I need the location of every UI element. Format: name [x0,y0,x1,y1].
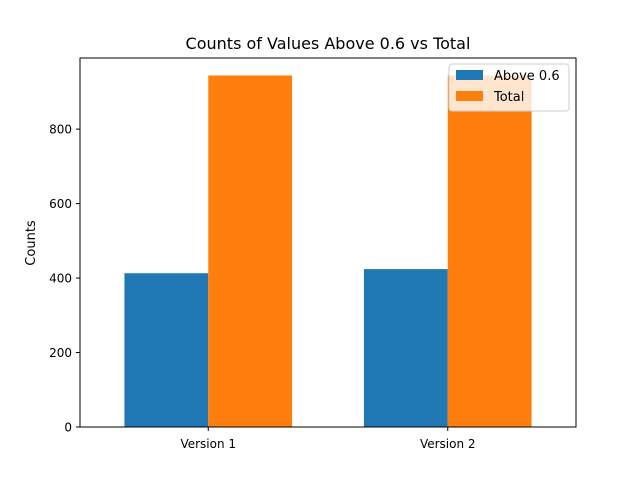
legend-label: Total [493,90,524,105]
y-tick-label: 0 [64,421,72,435]
y-tick-label: 400 [49,272,72,286]
bar-above-0-6-1 [363,269,448,427]
legend-swatch-above-0-6 [456,70,483,80]
y-tick-label: 600 [49,197,72,211]
x-tick-label: Version 2 [420,437,476,451]
y-tick-label: 800 [49,123,72,137]
chart-title: Counts of Values Above 0.6 vs Total [186,34,471,53]
x-axis: Version 1 Version 2 [180,427,476,451]
bar-total-1 [447,75,532,428]
bars-layer [124,75,532,428]
y-axis: 0 200 400 600 800 [49,123,80,435]
bar-above-0-6-0 [124,273,209,427]
bar-total-0 [208,75,293,428]
legend: Above 0.6 Total [448,63,570,112]
legend-label: Above 0.6 [494,69,560,84]
plot-frame [79,57,577,428]
x-tick-label: Version 1 [180,437,236,451]
legend-swatch-total [456,91,483,101]
y-tick-label: 200 [49,346,72,360]
y-axis-label: Counts [24,220,39,266]
